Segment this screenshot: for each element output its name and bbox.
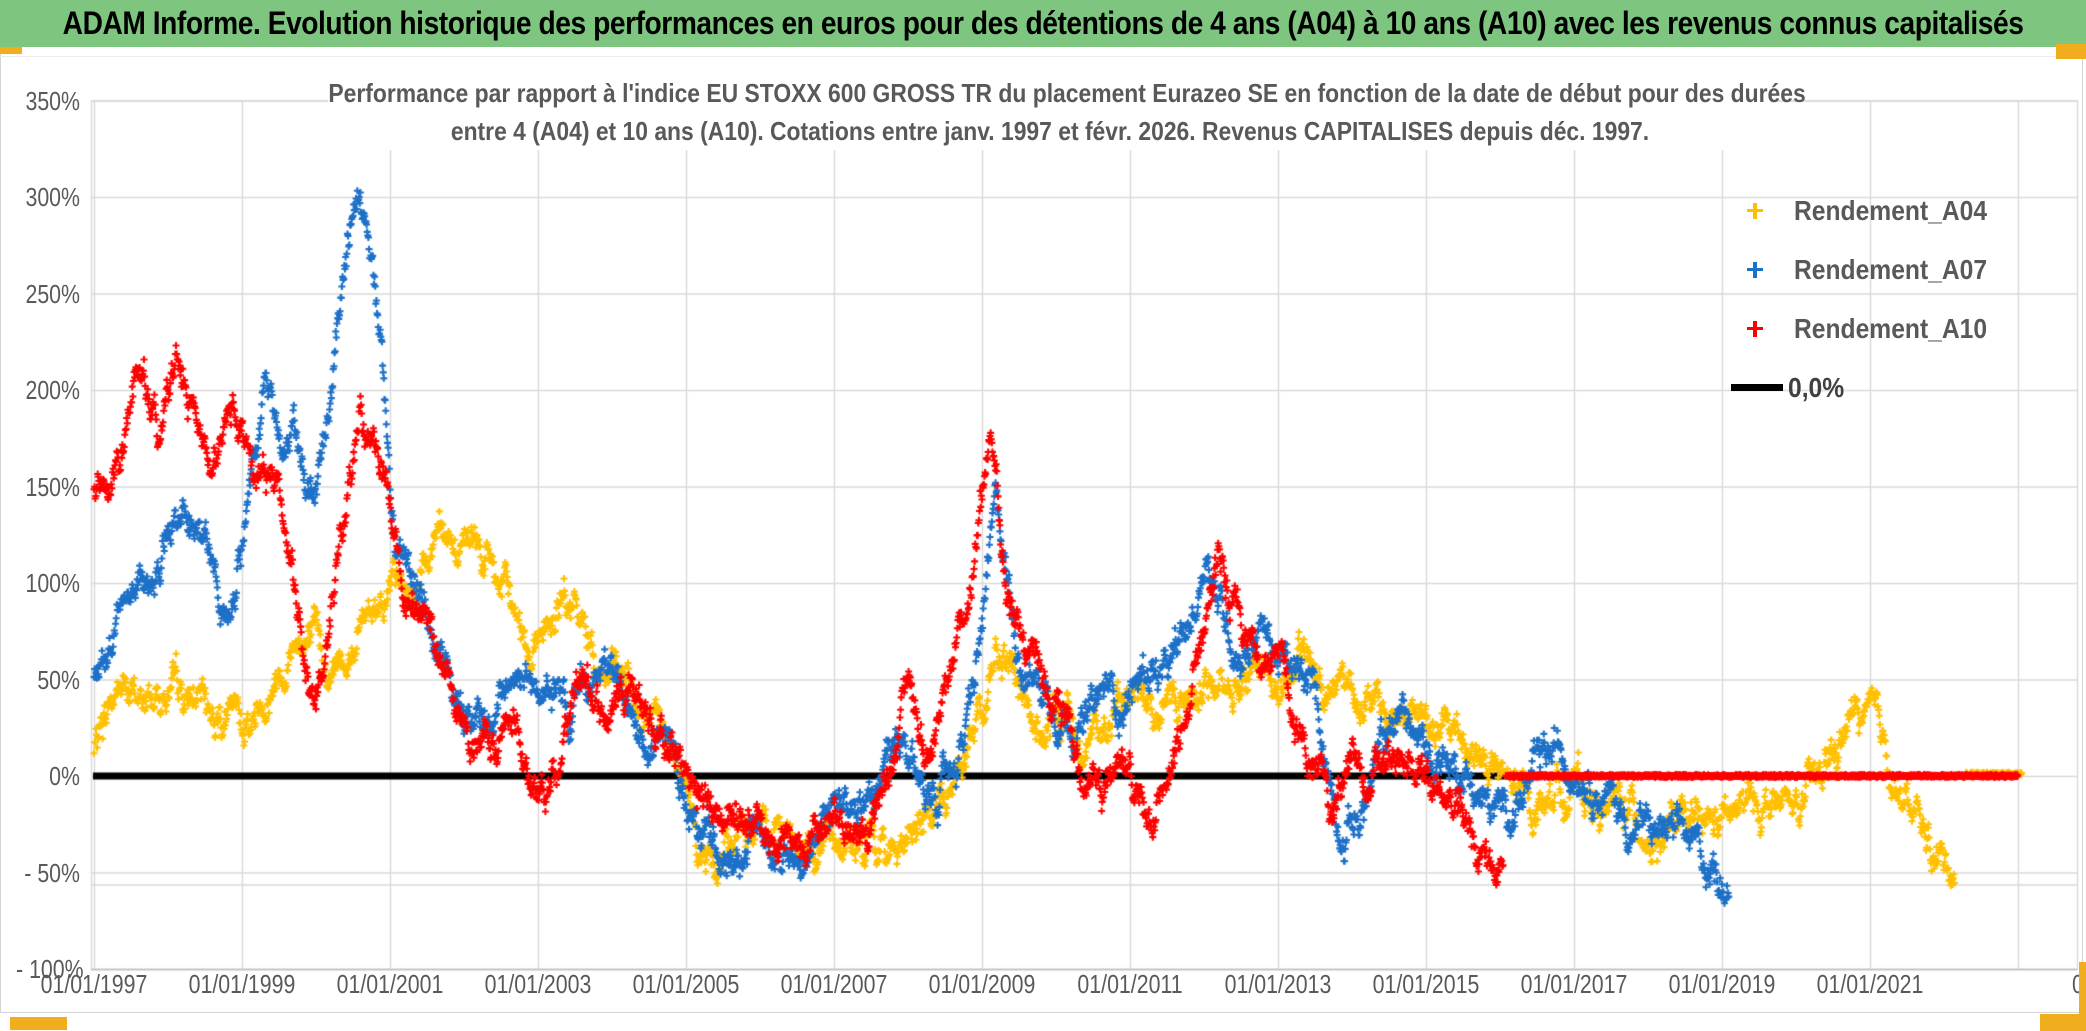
x-tick-label: 01/01/2019 xyxy=(1668,969,1776,999)
x-tick-label: 01/01/2007 xyxy=(780,969,888,999)
legend-label: Rendement_A04 xyxy=(1794,194,1988,226)
x-tick-label: 01/01/2013 xyxy=(1224,969,1332,999)
gold-accent-top-left xyxy=(0,47,22,54)
chart-legend: Rendement_A04 Rendement_A07 Rendement_A1… xyxy=(1726,181,2013,417)
legend-label: 0,0% xyxy=(1788,371,1845,403)
page-title: ADAM Informe. Evolution historique des p… xyxy=(62,5,2024,41)
y-tick-label: 350% xyxy=(25,85,80,116)
page-border-bottom xyxy=(0,1012,2086,1013)
gold-accent-bottom-left xyxy=(10,1017,67,1030)
legend-item-rendement-a04: Rendement_A04 xyxy=(1726,181,2013,240)
chart-subtitle: Performance par rapport à l'indice EU ST… xyxy=(328,74,1806,150)
page-title-bar: ADAM Informe. Evolution historique des p… xyxy=(0,0,2086,47)
gold-accent-top-right xyxy=(2056,44,2086,59)
y-tick-label: 150% xyxy=(25,471,80,502)
x-tick-label: 01/01/2009 xyxy=(928,969,1036,999)
page-border-left xyxy=(0,47,1,1013)
y-tick-label: - 100% xyxy=(16,954,84,984)
y-tick-label: - 50% xyxy=(24,857,81,888)
x-tick-label: 01/01/2017 xyxy=(1520,969,1628,999)
y-tick-label: 300% xyxy=(25,182,80,212)
legend-item-zero-line: 0,0% xyxy=(1726,358,2013,417)
y-tick-label: 0% xyxy=(49,761,80,791)
legend-label: Rendement_A10 xyxy=(1794,312,1988,344)
plus-marker-icon xyxy=(1726,261,1784,279)
line-marker-icon xyxy=(1726,384,1788,391)
x-tick-label: 01/01/2015 xyxy=(1372,969,1480,999)
legend-item-rendement-a10: Rendement_A10 xyxy=(1726,299,2013,358)
y-tick-label: 50% xyxy=(37,664,80,695)
x-tick-label: 01/01/1999 xyxy=(188,969,296,999)
x-tick-label: 01/01/2021 xyxy=(1816,969,1924,999)
y-tick-label: 200% xyxy=(25,375,80,405)
x-tick-label: 01/01/2005 xyxy=(632,969,740,999)
gold-accent-right-strip xyxy=(2079,962,2086,1031)
x-tick-label: 01/01/2001 xyxy=(336,969,444,999)
chart-subtitle-line2: entre 4 (A04) et 10 ans (A10). Cotations… xyxy=(450,116,1650,146)
x-tick-label: 01/01/2011 xyxy=(1077,969,1183,999)
page-border-right xyxy=(2082,56,2083,962)
legend-label: Rendement_A07 xyxy=(1794,253,1988,285)
legend-item-rendement-a07: Rendement_A07 xyxy=(1726,240,2013,299)
y-tick-label: 100% xyxy=(25,568,80,598)
x-tick-label: 01/01/2003 xyxy=(484,969,592,999)
gold-accent-bottom-right xyxy=(2040,1014,2086,1031)
page-border-top xyxy=(0,56,2086,57)
chart-subtitle-line1: Performance par rapport à l'indice EU ST… xyxy=(328,78,1806,108)
x-tick-label: 01/01/1997 xyxy=(40,969,148,999)
plus-marker-icon xyxy=(1726,202,1784,220)
y-tick-label: 250% xyxy=(25,278,80,309)
plus-marker-icon xyxy=(1726,320,1784,338)
